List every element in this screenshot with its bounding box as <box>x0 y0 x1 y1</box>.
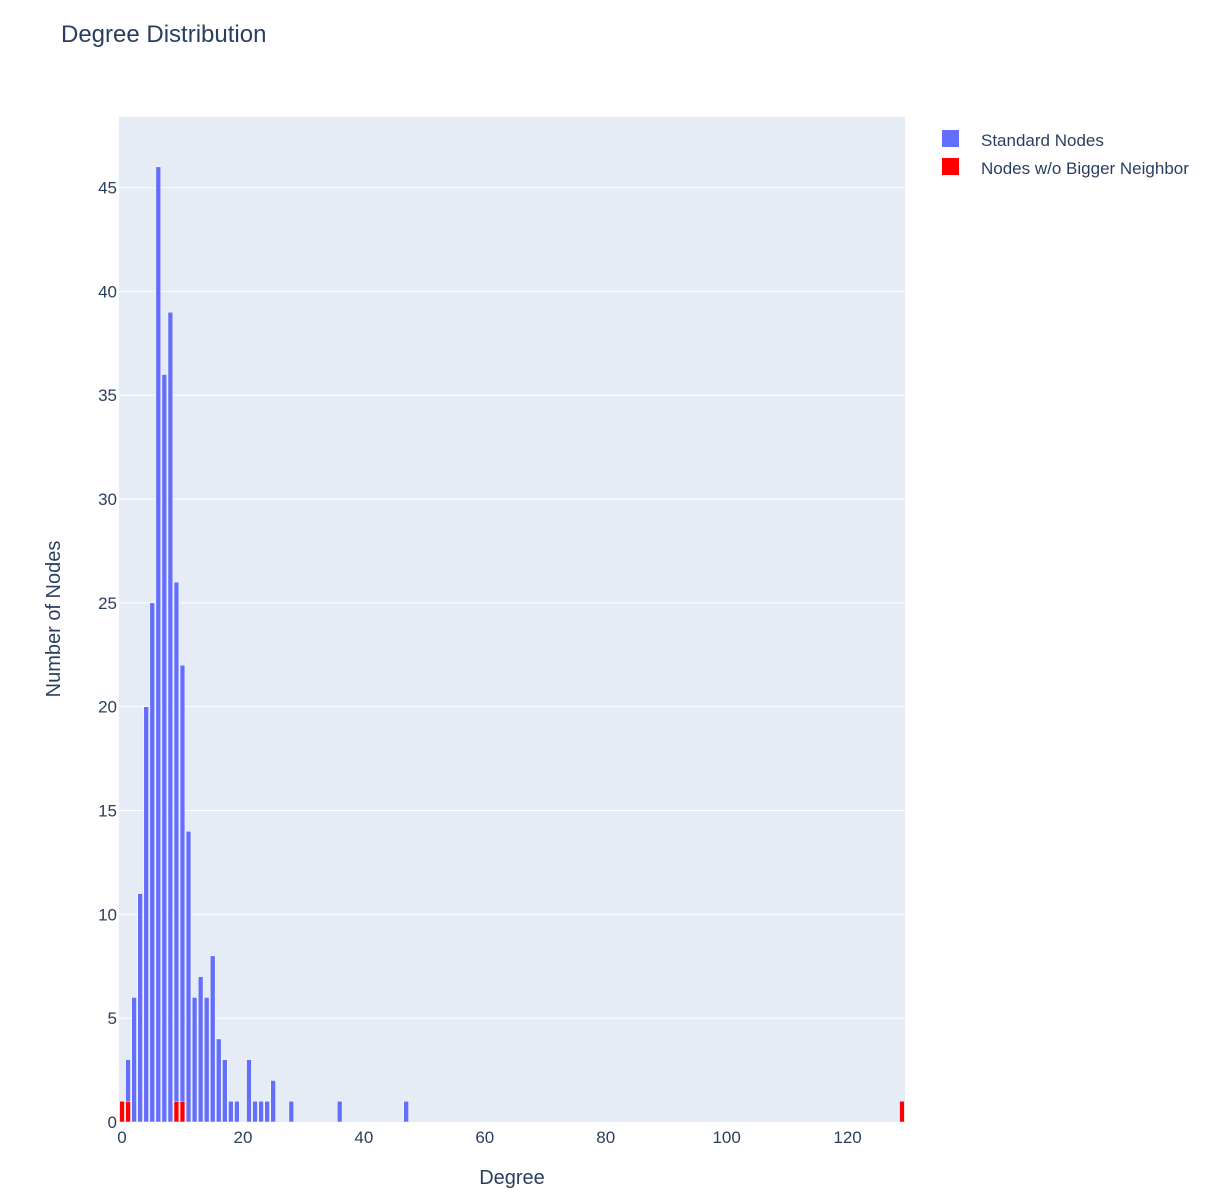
legend-item-nodes-without-bigger-neighbor[interactable]: Nodes w/o Bigger Neighbor <box>942 158 1189 178</box>
x-axis-title: Degree <box>479 1167 545 1189</box>
x-tick-label-20: 20 <box>233 1128 252 1147</box>
bar-standard-nodes-12 <box>191 997 198 1123</box>
legend[interactable]: Standard Nodes Nodes w/o Bigger Neighbor <box>942 130 1189 178</box>
x-tick-label-120: 120 <box>833 1128 861 1147</box>
bar-standard-nodes-17 <box>222 1059 228 1123</box>
x-axis-ticks: 0 20 40 60 80 100 120 <box>117 1128 861 1147</box>
y-tick-label-20: 20 <box>98 698 117 717</box>
y-axis-ticks: 0 5 10 15 20 25 30 35 40 45 <box>98 179 117 1132</box>
bar-standard-nodes-25 <box>270 1080 276 1123</box>
y-tick-label-30: 30 <box>98 490 117 509</box>
x-tick-label-60: 60 <box>475 1128 494 1147</box>
bar-standard-nodes-16 <box>216 1038 222 1123</box>
bar-standard-nodes-6 <box>155 166 161 1123</box>
bar-standard-nodes-2 <box>131 997 137 1123</box>
bar-nodes-w-o-bigger-neighbor-9 <box>173 1100 180 1123</box>
y-tick-label-5: 5 <box>108 1009 117 1028</box>
legend-label-nodes-without-bigger-neighbor: Nodes w/o Bigger Neighbor <box>981 159 1189 178</box>
bar-standard-nodes-9 <box>173 581 180 1123</box>
y-tick-label-15: 15 <box>98 802 117 821</box>
x-tick-label-0: 0 <box>117 1128 126 1147</box>
y-tick-label-25: 25 <box>98 594 117 613</box>
bar-standard-nodes-13 <box>197 976 204 1123</box>
legend-swatch-nodes-without-bigger-neighbor <box>942 158 959 175</box>
bar-standard-nodes-24 <box>264 1100 270 1123</box>
bar-nodes-w-o-bigger-neighbor-0 <box>119 1100 125 1123</box>
y-tick-label-10: 10 <box>98 905 117 924</box>
x-tick-label-100: 100 <box>712 1128 740 1147</box>
bar-standard-nodes-19 <box>234 1100 240 1123</box>
legend-label-standard-nodes: Standard Nodes <box>981 131 1104 150</box>
y-axis-title: Number of Nodes <box>43 541 65 698</box>
bars <box>119 166 905 1123</box>
bar-standard-nodes-11 <box>185 831 192 1123</box>
bar-standard-nodes-21 <box>246 1059 252 1123</box>
bar-standard-nodes-28 <box>288 1100 294 1123</box>
y-tick-label-40: 40 <box>98 282 117 301</box>
bar-standard-nodes-36 <box>337 1100 343 1123</box>
bar-standard-nodes-3 <box>137 893 143 1123</box>
legend-swatch-standard-nodes <box>942 130 959 147</box>
bar-nodes-w-o-bigger-neighbor-10 <box>179 1100 186 1123</box>
y-tick-label-0: 0 <box>108 1113 117 1132</box>
plot-area <box>119 117 905 1122</box>
bar-standard-nodes-14 <box>204 997 210 1123</box>
bar-standard-nodes-23 <box>258 1100 264 1123</box>
bar-standard-nodes-10 <box>179 664 186 1123</box>
bar-standard-nodes-15 <box>210 955 216 1123</box>
bar-standard-nodes-7 <box>161 374 168 1123</box>
grid-lines <box>119 187 905 1019</box>
chart-title: Degree Distribution <box>61 21 266 48</box>
x-tick-label-80: 80 <box>596 1128 615 1147</box>
legend-item-standard-nodes[interactable]: Standard Nodes <box>942 130 1104 150</box>
bar-standard-nodes-47 <box>403 1100 409 1123</box>
y-tick-label-45: 45 <box>98 179 117 198</box>
bar-nodes-w-o-bigger-neighbor-129 <box>899 1100 905 1123</box>
bar-standard-nodes-22 <box>252 1100 258 1123</box>
bar-standard-nodes-18 <box>228 1100 234 1123</box>
bar-standard-nodes-4 <box>143 706 149 1123</box>
bar-standard-nodes-8 <box>167 311 174 1123</box>
bar-standard-nodes-5 <box>149 602 155 1123</box>
x-tick-label-40: 40 <box>354 1128 373 1147</box>
y-tick-label-35: 35 <box>98 386 117 405</box>
bar-nodes-w-o-bigger-neighbor-1 <box>125 1100 131 1123</box>
